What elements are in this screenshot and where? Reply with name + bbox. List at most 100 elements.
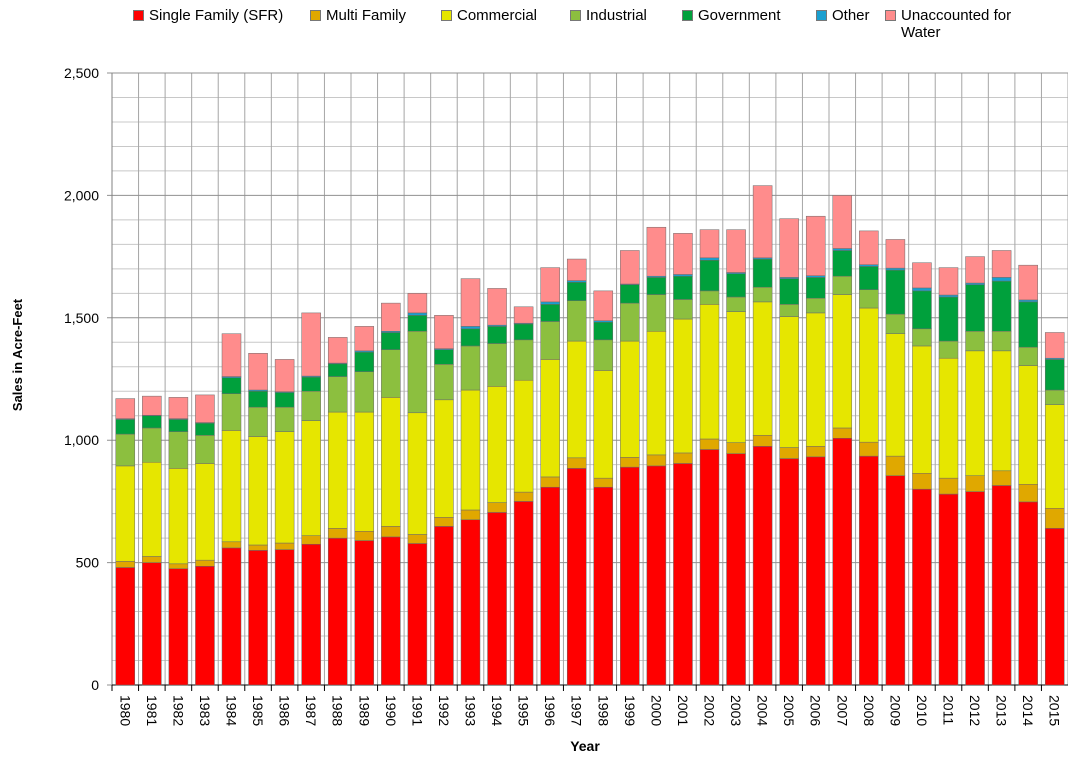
x-tick-label: 2002 xyxy=(702,695,718,726)
bar-segment xyxy=(541,321,560,359)
bar-segment xyxy=(886,476,905,685)
bar-segment xyxy=(806,457,825,685)
bar-segment xyxy=(275,392,294,407)
bar-segment xyxy=(408,544,427,685)
bar-segment xyxy=(753,259,772,287)
bar-segment xyxy=(408,293,427,313)
bar-segment xyxy=(700,291,719,304)
bar-segment xyxy=(673,233,692,274)
x-tick-label: 2009 xyxy=(887,695,903,726)
bar-segment xyxy=(912,263,931,288)
x-tick-label: 1984 xyxy=(224,695,240,726)
bar-segment xyxy=(966,257,985,283)
bar-segment xyxy=(567,341,586,458)
x-tick-label: 2012 xyxy=(967,695,983,726)
bar-segment xyxy=(488,386,507,502)
bar-segment xyxy=(912,291,931,329)
bar-segment xyxy=(355,372,374,412)
x-tick-label: 1993 xyxy=(463,695,479,726)
x-tick-label: 1991 xyxy=(409,695,425,726)
bar-segment xyxy=(912,288,931,291)
bar-segment xyxy=(780,448,799,459)
bar-segment xyxy=(859,266,878,289)
bar-segment xyxy=(753,446,772,685)
y-tick-label: 500 xyxy=(76,555,100,571)
bar-segment xyxy=(620,457,639,467)
bar-segment xyxy=(939,358,958,478)
x-tick-label: 2005 xyxy=(781,695,797,726)
bar-segment xyxy=(1019,347,1038,365)
bar-segment xyxy=(434,364,453,399)
bar-segment xyxy=(939,295,958,297)
bar-segment xyxy=(408,331,427,413)
bar-segment xyxy=(859,290,878,308)
bar-segment xyxy=(195,423,214,435)
bar-segment xyxy=(886,268,905,270)
x-tick-label: 2006 xyxy=(808,695,824,726)
bar-segment xyxy=(886,270,905,314)
bar-segment xyxy=(328,377,347,412)
bar-segment xyxy=(753,186,772,258)
bar-segment xyxy=(859,231,878,265)
bar-segment xyxy=(249,407,268,436)
bar-segment xyxy=(488,288,507,325)
bar-segment xyxy=(673,319,692,453)
legend-swatch xyxy=(682,10,693,21)
bar-segment xyxy=(408,313,427,315)
bar-segment xyxy=(753,287,772,302)
bar-segment xyxy=(434,315,453,348)
bar-segment xyxy=(647,455,666,466)
bar-segment xyxy=(912,489,931,685)
bar-segment xyxy=(567,281,586,283)
bar-segment xyxy=(780,317,799,448)
legend-label: Other xyxy=(832,7,870,24)
bar-segment xyxy=(195,560,214,566)
legend-item: Other xyxy=(816,7,870,24)
bar-segment xyxy=(434,517,453,526)
x-tick-label: 1983 xyxy=(197,695,213,726)
bar-segment xyxy=(381,332,400,349)
bar-segment xyxy=(992,277,1011,281)
bar-segment xyxy=(594,291,613,321)
bar-segment xyxy=(142,428,161,462)
x-tick-label: 2010 xyxy=(914,695,930,726)
x-tick-label: 2000 xyxy=(648,695,664,726)
bar-segment xyxy=(620,285,639,303)
bar-segment xyxy=(620,467,639,685)
bar-segment xyxy=(461,346,480,390)
bar-segment xyxy=(806,298,825,313)
bar-segment xyxy=(169,432,188,469)
bar-segment xyxy=(833,249,852,251)
bar-segment xyxy=(222,378,241,394)
x-tick-label: 1999 xyxy=(622,695,638,726)
bar-segment xyxy=(620,303,639,341)
bar-segment xyxy=(1019,366,1038,485)
legend-label: Industrial xyxy=(586,7,647,24)
bar-segment xyxy=(195,463,214,560)
bar-segment xyxy=(700,439,719,450)
bar-segment xyxy=(408,413,427,535)
bar-segment xyxy=(966,283,985,285)
bar-segment xyxy=(328,528,347,538)
bar-segment xyxy=(912,346,931,473)
x-tick-label: 2004 xyxy=(755,695,771,726)
bar-segment xyxy=(142,416,161,428)
bar-segment xyxy=(355,541,374,685)
bar-segment xyxy=(541,477,560,487)
bar-segment xyxy=(806,313,825,446)
bar-segment xyxy=(912,329,931,346)
x-tick-label: 1992 xyxy=(436,695,452,726)
bar-segment xyxy=(780,459,799,685)
bar-segment xyxy=(142,556,161,562)
bar-segment xyxy=(567,259,586,281)
legend-swatch xyxy=(570,10,581,21)
bar-segment xyxy=(780,304,799,316)
bar-segment xyxy=(541,304,560,321)
bar-segment xyxy=(647,227,666,276)
bar-segment xyxy=(328,337,347,363)
bar-segment xyxy=(142,563,161,685)
bar-segment xyxy=(859,308,878,442)
bar-segment xyxy=(116,561,135,567)
bar-segment xyxy=(116,567,135,685)
